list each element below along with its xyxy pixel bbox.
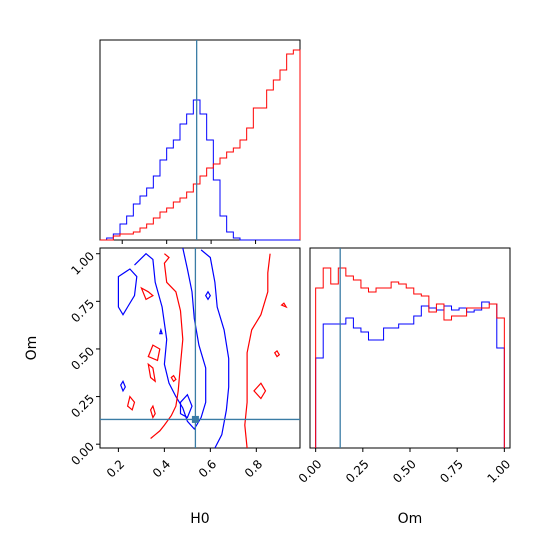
contour-1-8 [273, 349, 281, 358]
contour-1-6 [149, 404, 156, 419]
contour-0-5 [159, 327, 163, 335]
joint-frame [99, 247, 301, 449]
contour-0-6 [120, 379, 126, 393]
om-marginal-axis-label: Om [398, 511, 423, 527]
contour-1-10 [170, 374, 177, 383]
contour-0-3 [179, 393, 193, 419]
contour-1-4 [147, 362, 157, 383]
contour-1-7 [253, 382, 267, 400]
joint-contour-panel: H0 Om 0.2 0.4 0.6 0.80.000.250.500.751.00 [24, 247, 301, 527]
contour-1-2 [140, 286, 154, 301]
contour-1-0 [150, 253, 184, 439]
h0-marginal-panel [99, 39, 301, 244]
h0-hist-series-0 [100, 99, 300, 241]
om-marginal-panel: Om 0.00 0.25 0.50 0.75 1.00 [296, 247, 513, 527]
joint-truth-marker [191, 415, 199, 423]
om-hist-series-0 [315, 301, 505, 448]
om-hist-series-1 [315, 267, 505, 448]
h0-hist-series-1 [100, 49, 301, 241]
contour-1-1 [244, 253, 271, 448]
contour-0-0 [117, 268, 138, 316]
om-axis-label: Om [24, 336, 40, 361]
h0-axis-label: H0 [190, 511, 209, 527]
contour-1-5 [126, 395, 136, 411]
contour-1-9 [280, 302, 288, 309]
contour-1-3 [147, 344, 161, 362]
contour-0-4 [204, 290, 212, 301]
contour-0-2 [200, 249, 230, 448]
